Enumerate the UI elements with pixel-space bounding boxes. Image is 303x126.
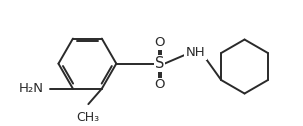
Text: O: O: [155, 78, 165, 91]
Text: H₂N: H₂N: [19, 82, 44, 95]
Text: CH₃: CH₃: [76, 111, 99, 124]
Text: S: S: [155, 56, 165, 71]
Text: O: O: [155, 36, 165, 49]
Text: NH: NH: [185, 46, 205, 59]
